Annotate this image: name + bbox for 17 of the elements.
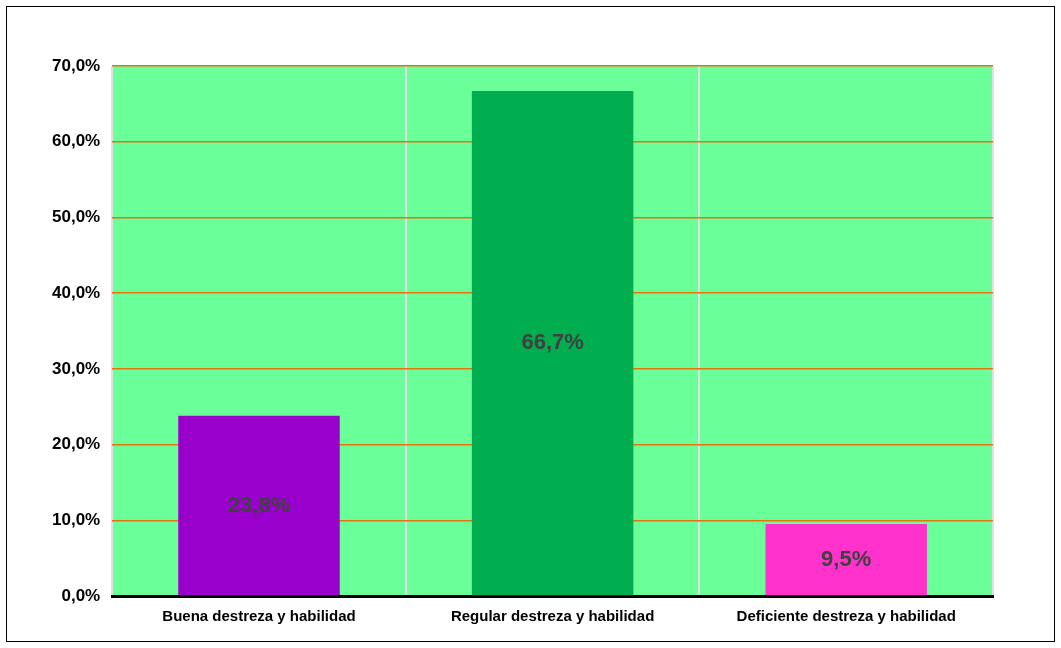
data-label: 9,5% bbox=[821, 545, 872, 571]
y-tick-label: 0,0% bbox=[61, 585, 101, 605]
y-tick-label: 70,0% bbox=[52, 55, 101, 75]
y-tick-label: 10,0% bbox=[52, 509, 101, 529]
y-tick-label: 20,0% bbox=[52, 434, 101, 454]
y-tick-label: 30,0% bbox=[52, 358, 101, 378]
x-tick-label: Deficiente destreza y habilidad bbox=[736, 607, 956, 625]
y-tick-label: 50,0% bbox=[52, 207, 101, 227]
data-label: 23,8% bbox=[227, 491, 291, 517]
y-tick-label: 60,0% bbox=[52, 131, 101, 151]
bar bbox=[178, 415, 340, 596]
bar bbox=[471, 90, 634, 596]
y-tick-label: 40,0% bbox=[52, 282, 101, 302]
x-tick-label: Regular destreza y habilidad bbox=[450, 607, 655, 625]
x-tick-label: Buena destreza y habilidad bbox=[162, 607, 356, 625]
bar bbox=[765, 524, 927, 596]
data-label: 66,7% bbox=[521, 329, 584, 355]
